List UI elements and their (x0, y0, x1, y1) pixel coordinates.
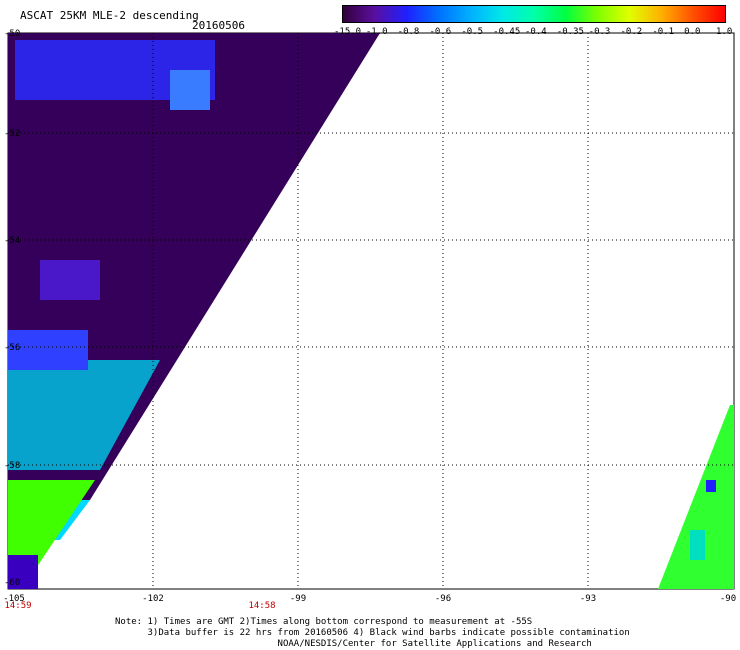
colorbar-tick-label: -0.3 (588, 27, 611, 37)
lat-label: -54 (4, 236, 21, 246)
lon-label: -90 (719, 594, 737, 604)
time-label: 14:58 (248, 601, 276, 611)
colorbar-tick-label: -0.35 (556, 27, 584, 37)
swath-blue-patch-2 (170, 70, 210, 110)
footnotes: Note: 1) Times are GMT 2)Times along bot… (115, 617, 630, 650)
lat-label: -58 (4, 461, 21, 471)
colorbar (342, 5, 726, 23)
lat-label: -52 (4, 129, 21, 139)
lon-label: -102 (142, 594, 164, 604)
colorbar-tick-label: -15.0 (334, 27, 362, 37)
time-label: 14:59 (4, 601, 32, 611)
swath-purple-patch (40, 260, 100, 300)
footnote-line: NOAA/NESDIS/Center for Satellite Applica… (115, 639, 592, 649)
colorbar-tick-label: -0.2 (620, 27, 643, 37)
lon-label: -93 (579, 594, 597, 604)
colorbar-tick-label: -0.8 (397, 27, 420, 37)
lon-label: -99 (289, 594, 307, 604)
map-date: 20160506 (192, 19, 245, 32)
graticule (8, 33, 734, 589)
colorbar-tick-label: 0.0 (684, 27, 701, 37)
footnote-line: 3)Data buffer is 22 hrs from 20160506 4)… (115, 628, 630, 638)
map-title: ASCAT 25KM MLE-2 descending (20, 9, 199, 22)
colorbar-tick-label: 1.0 (716, 27, 733, 37)
swath-east (658, 405, 734, 589)
colorbar-tick-label: -0.45 (493, 27, 521, 37)
colorbar-tick-label: -1.0 (365, 27, 388, 37)
lat-label: -50 (4, 29, 21, 39)
colorbar-tick-label: -0.1 (652, 27, 675, 37)
colorbar-tick-label: -0.4 (525, 27, 547, 37)
colorbar-tick-label: -0.5 (461, 27, 484, 37)
swath-east-cyan (690, 530, 705, 560)
colorbar-tick-label: -0.6 (429, 27, 452, 37)
swath-east-blue (706, 480, 716, 492)
lat-label: -56 (4, 343, 21, 353)
swath-west-midcyan (8, 360, 160, 470)
swath-corner (8, 555, 38, 589)
lon-label: -105 (3, 594, 25, 604)
footnote-line: Note: 1) Times are GMT 2)Times along bot… (115, 617, 533, 627)
lon-label: -96 (434, 594, 452, 604)
lat-label: -60 (4, 578, 21, 588)
swath-blue-patch-3 (8, 330, 88, 370)
